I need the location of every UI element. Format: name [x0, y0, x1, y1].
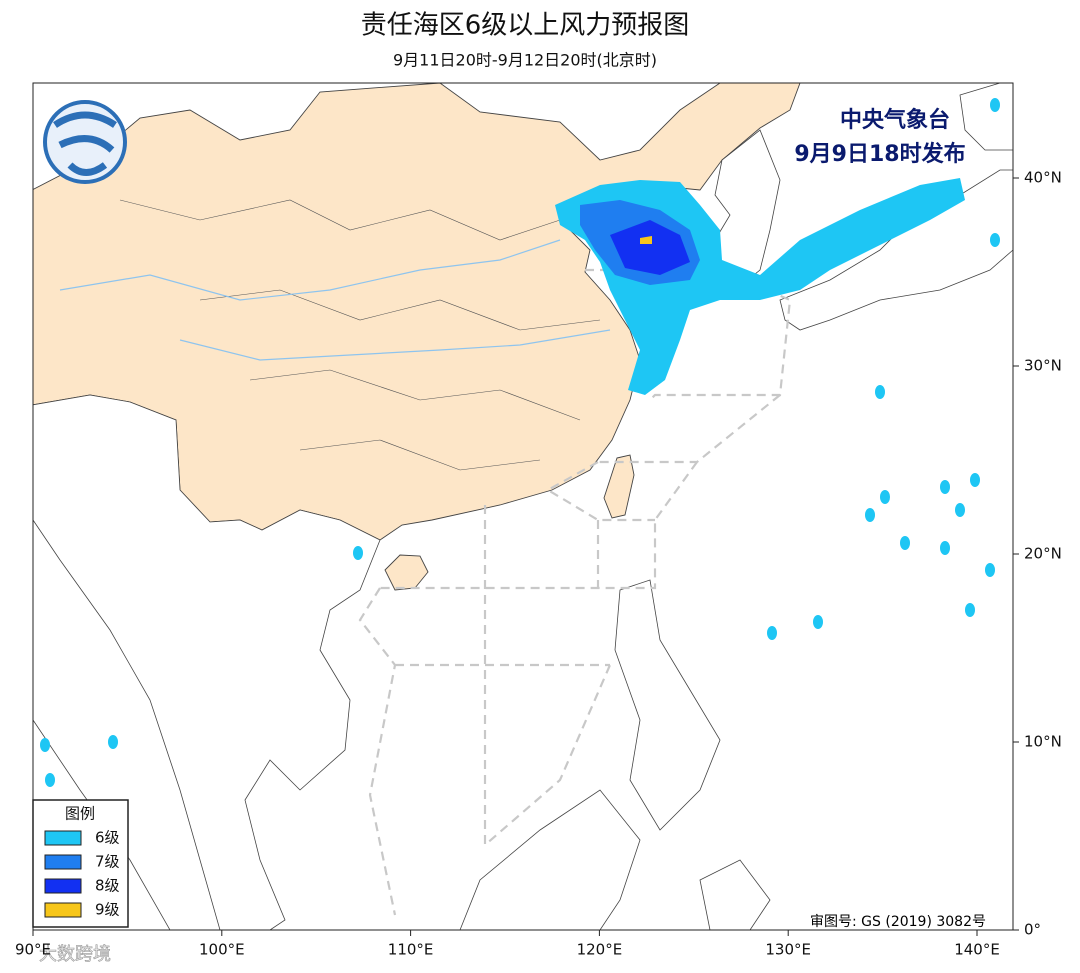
- legend-label: 9级: [95, 901, 120, 919]
- y-tick-label: 10°N: [1024, 733, 1062, 751]
- wind-area: [353, 546, 363, 560]
- philippines: [614, 579, 721, 831]
- wind-areas: [40, 98, 1000, 787]
- legend-swatch: [44, 902, 82, 918]
- legend-label: 7级: [95, 853, 120, 871]
- subtitle: 9月11日20时-9月12日20时(北京时): [393, 51, 657, 70]
- wind-area: [640, 236, 652, 244]
- hainan: [384, 554, 429, 591]
- wind-area: [45, 773, 55, 787]
- wind-area: [990, 233, 1000, 247]
- wind-area: [875, 385, 885, 399]
- x-tick-label: 100°E: [199, 941, 245, 959]
- x-tick-label: 120°E: [577, 941, 623, 959]
- wind-area: [985, 563, 995, 577]
- wind-area: [970, 473, 980, 487]
- wind-area: [767, 626, 777, 640]
- y-tick-label: 30°N: [1024, 357, 1062, 375]
- hokkaido: [959, 83, 1013, 151]
- y-tick-label: 40°N: [1024, 169, 1062, 187]
- wind-area: [108, 735, 118, 749]
- wind-area: [880, 490, 890, 504]
- legend-label: 8级: [95, 877, 120, 895]
- legend: 图例 6级 7级 8级 9级: [32, 799, 129, 928]
- title: 责任海区6级以上风力预报图: [361, 11, 690, 41]
- legend-swatch: [44, 854, 82, 870]
- wind-area: [40, 738, 50, 752]
- x-tick-label: 130°E: [765, 941, 811, 959]
- x-tick-label: 90°E: [15, 941, 51, 959]
- borneo: [459, 789, 641, 930]
- watermark: 大数跨境: [39, 944, 111, 965]
- wind-area: [955, 503, 965, 517]
- legend-label: 6级: [95, 829, 120, 847]
- map-frame: [32, 82, 1014, 931]
- y-tick-label: 0°: [1024, 921, 1041, 939]
- wind-area: [813, 615, 823, 629]
- wind-area: [940, 541, 950, 555]
- wind-area: [990, 98, 1000, 112]
- legend-swatch: [44, 878, 82, 894]
- agency: 中央气象台: [840, 107, 950, 133]
- wind-area: [865, 508, 875, 522]
- map-area: [33, 83, 1013, 930]
- wind-area: [900, 536, 910, 550]
- x-tick-label: 140°E: [954, 941, 1000, 959]
- review-number: 审图号: GS (2019) 3082号: [810, 914, 986, 930]
- wind-area: [940, 480, 950, 494]
- sulawesi: [699, 859, 771, 930]
- legend-title: 图例: [65, 805, 95, 823]
- indochina: [33, 394, 381, 930]
- y-tick-label: 20°N: [1024, 545, 1062, 563]
- issued-time: 9月9日18时发布: [794, 141, 965, 167]
- legend-swatch: [44, 830, 82, 846]
- wind-area: [965, 603, 975, 617]
- x-tick-label: 110°E: [388, 941, 434, 959]
- taiwan: [603, 454, 635, 519]
- wind-area: [610, 220, 690, 275]
- cma-logo: [43, 100, 127, 184]
